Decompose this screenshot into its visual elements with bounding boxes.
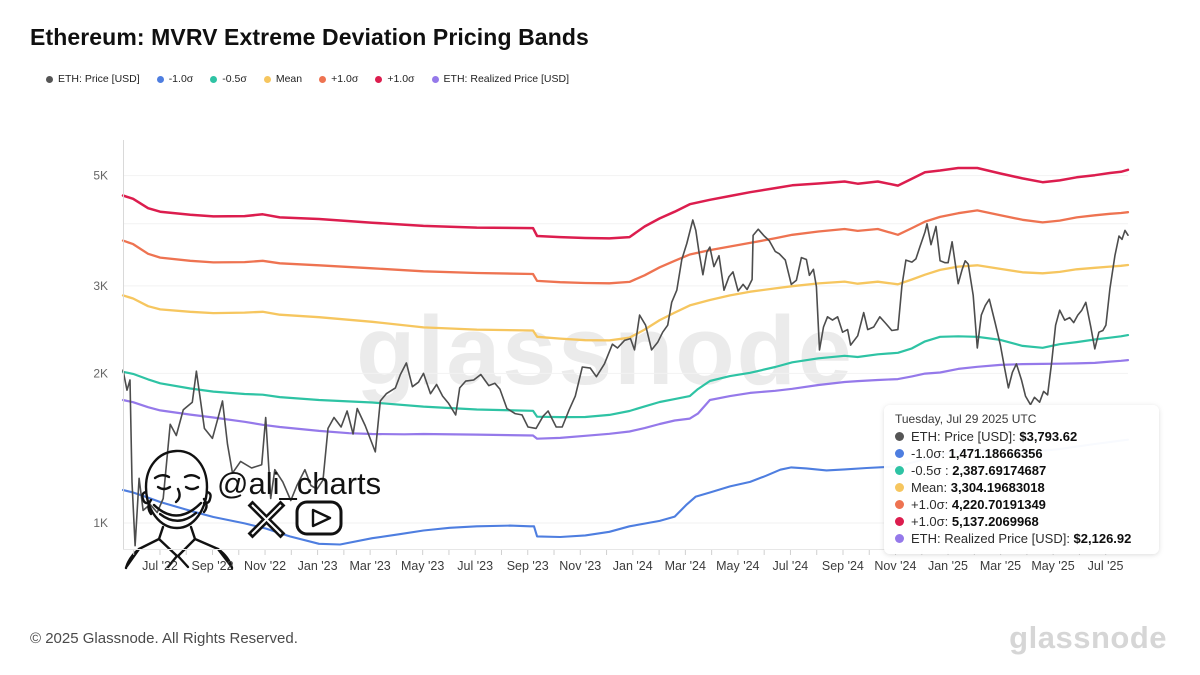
series-line-0-eth-price-usd [122,219,1129,547]
tooltip-row-3: Mean: 3,304.19683018 [895,480,1149,495]
tooltip-row-text: +1.0σ: 4,220.70191349 [911,497,1046,512]
legend-dot-icon [263,75,271,83]
tooltip-series-dot-icon [895,500,904,509]
x-axis-label: Sep '22 [192,559,234,573]
x-axis-label: May '25 [1031,559,1074,573]
tooltip-row-text: ETH: Realized Price [USD]: $2,126.92 [911,531,1132,546]
y-axis-label: 1K [93,516,108,530]
tooltip-row-text: Mean: 3,304.19683018 [911,480,1045,495]
tooltip-row-text: -1.0σ: 1,471.18666356 [911,446,1043,461]
tooltip-row-text: +1.0σ: 5,137.2069968 [911,514,1039,529]
x-axis-label: Nov '24 [874,559,916,573]
legend-dot-icon [375,75,383,83]
x-axis-label: May '23 [401,559,444,573]
tooltip-row-0: ETH: Price [USD]: $3,793.62 [895,429,1149,444]
legend-dot-icon [46,75,53,83]
hover-tooltip: Tuesday, Jul 29 2025 UTC ETH: Price [USD… [884,405,1159,554]
legend-item-5-1-0[interactable]: +1.0σ [375,73,415,85]
x-axis-label: Nov '22 [244,559,286,573]
legend-item-label: -1.0σ [168,73,194,85]
legend-dot-icon [319,75,327,83]
glassnode-logo: glassnode [1009,620,1167,655]
watermark-text: glassnode [356,296,854,405]
x-axis-label: Jul '25 [1088,559,1124,573]
x-axis-label: Jan '24 [613,559,653,573]
legend-item-0-eth-price-usd[interactable]: ETH: Price [USD] [46,73,140,85]
x-logo-icon [247,500,286,539]
x-axis-label: Sep '23 [507,559,549,573]
series-line-5-1-0 [121,166,1130,240]
x-axis-label: Mar '25 [980,559,1021,573]
face-doodle-icon [124,449,234,570]
copyright-text: © 2025 Glassnode. All Rights Reserved. [30,630,298,647]
tooltip-row-4: +1.0σ: 4,220.70191349 [895,497,1149,512]
tooltip-row-5: +1.0σ: 5,137.2069968 [895,514,1149,529]
y-axis-label: 2K [93,366,108,380]
tooltip-series-dot-icon [895,534,904,543]
legend-item-label: +1.0σ [387,73,415,85]
legend-item-4-1-0[interactable]: +1.0σ [319,73,358,85]
tooltip-series-dot-icon [895,432,904,441]
tooltip-series-dot-icon [895,449,904,458]
legend-dot-icon [210,75,218,83]
y-axis-label: 5K [93,169,108,183]
legend-item-label: ETH: Realized Price [USD] [443,73,569,85]
x-axis-label: May '24 [716,559,759,573]
tooltip-series-dot-icon [895,483,904,492]
x-axis-label: Sep '24 [822,559,864,573]
legend-item-6-eth-realized-price-usd[interactable]: ETH: Realized Price [USD] [431,73,569,85]
grid-layer: glassnode [123,175,1128,524]
tooltip-date: Tuesday, Jul 29 2025 UTC [895,412,1037,426]
y-axis-label: 3K [93,279,108,293]
page-title: Ethereum: MVRV Extreme Deviation Pricing… [30,24,589,50]
legend-item-label: -0.5σ [222,73,247,85]
tooltip-series-dot-icon [895,517,904,526]
legend-dot-icon [431,75,439,83]
legend-dot-icon [156,75,164,83]
x-axis-label: Nov '23 [559,559,601,573]
legend-item-label: Mean [275,73,303,85]
tooltip-row-text: -0.5σ : 2,387.69174687 [911,463,1047,478]
tooltip-row-text: ETH: Price [USD]: $3,793.62 [911,429,1078,444]
x-axis-label: Jul '24 [772,559,808,573]
x-axis-label: Mar '23 [349,559,390,573]
x-axis-label: Jan '23 [298,559,338,573]
legend-item-label: ETH: Price [USD] [58,73,140,85]
x-axis-label: Jul '23 [457,559,493,573]
tooltip-row-6: ETH: Realized Price [USD]: $2,126.92 [895,531,1149,546]
x-axis-label: Jan '25 [928,559,968,573]
legend-item-label: +1.0σ [331,73,359,85]
series-line-6-eth-realized-price-usd [121,359,1130,440]
tooltip-row-2: -0.5σ : 2,387.69174687 [895,463,1149,478]
artist-handle: @ali_charts [217,466,381,501]
axis-layer: Jul '22 Sep '22 Nov '22 Jan '23 Mar '23 May '… [93,140,1128,573]
legend-item-2-0-5[interactable]: -0.5σ [210,73,247,85]
legend: ETH: Price [USD] -1.0σ -0.5σ Mean +1.0σ +1.0σ… [46,73,569,85]
series-line-3-mean [121,263,1130,342]
artist-doodle: @ali_charts [124,449,381,570]
series-line-2-0-5 [121,334,1130,419]
legend-item-3-mean[interactable]: Mean [263,73,303,85]
tooltip-row-1: -1.0σ: 1,471.18666356 [895,446,1149,461]
series-line-4-1-0 [121,209,1130,285]
x-axis-label: Mar '24 [665,559,706,573]
legend-item-1-1-0[interactable]: -1.0σ [156,73,194,85]
play-button-icon [295,500,343,536]
tooltip-series-dot-icon [895,466,904,475]
x-axis-label: Jul '22 [142,559,178,573]
tooltip-rows: ETH: Price [USD]: $3,793.62 -1.0σ: 1,471.… [895,429,1149,546]
